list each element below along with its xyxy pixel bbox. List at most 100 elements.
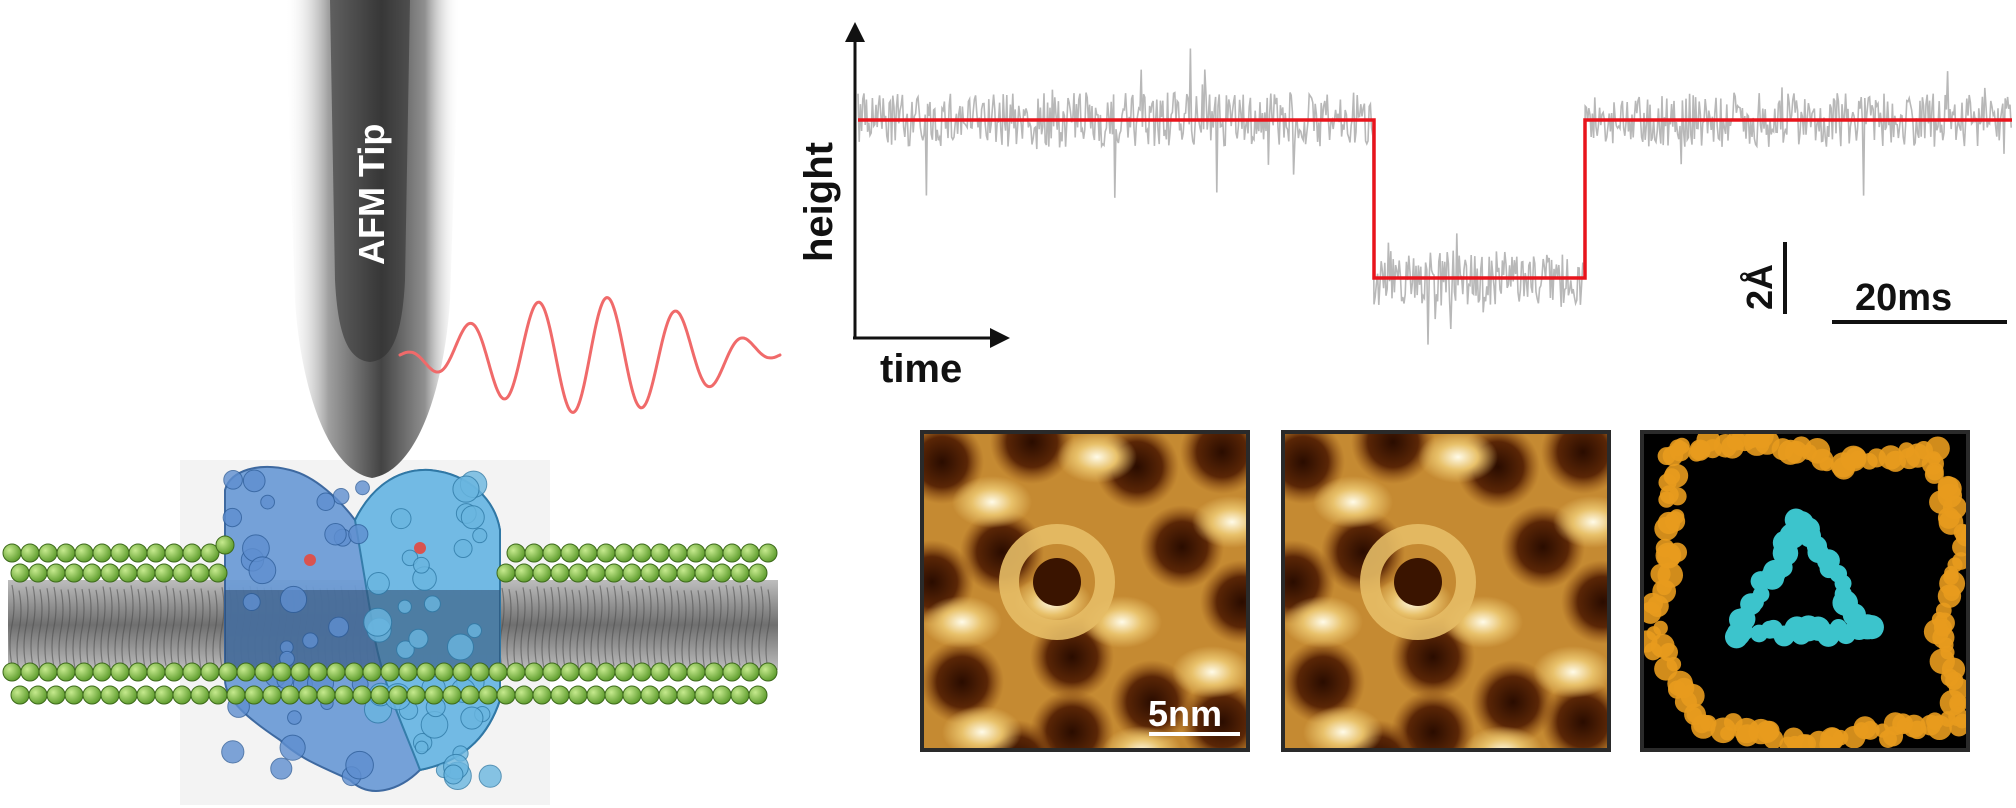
lipid-head — [686, 662, 706, 682]
lipid-head — [604, 685, 624, 705]
lipid-head — [110, 662, 130, 682]
lipid-head — [64, 563, 84, 583]
lipid-head — [712, 685, 732, 705]
lipid-head — [712, 563, 732, 583]
lipid-head — [38, 662, 58, 682]
lipid-head — [92, 662, 112, 682]
lipid-head — [568, 563, 588, 583]
lipid-head — [730, 563, 750, 583]
lipid-head — [488, 662, 508, 682]
lipid-head — [586, 685, 606, 705]
height-scale-label: 2Å — [1739, 264, 1780, 310]
afm-image-2 — [1281, 430, 1611, 752]
lipid-head — [758, 662, 778, 682]
lipid-head — [344, 662, 364, 682]
lipid-head — [442, 685, 462, 705]
lipid-head — [136, 685, 156, 705]
lipid-head — [2, 662, 22, 682]
lipid-head — [56, 543, 76, 563]
lipid-head — [676, 685, 696, 705]
membrane-illustration — [2, 460, 778, 805]
protein-ligand-b — [414, 542, 426, 554]
lipid-head — [622, 685, 642, 705]
lipid-head — [164, 662, 184, 682]
lipid-head — [218, 662, 238, 682]
lipid-head — [524, 662, 544, 682]
lipid-head — [38, 543, 58, 563]
lipid-head — [424, 685, 444, 705]
lipid-head — [506, 543, 526, 563]
lipid-head — [20, 543, 40, 563]
lipid-head — [406, 685, 426, 705]
lipid-head — [74, 662, 94, 682]
lipid-head — [154, 563, 174, 583]
lipid-head — [46, 563, 66, 583]
lipid-head — [622, 563, 642, 583]
lipid-head — [514, 685, 534, 705]
lipid-head — [668, 662, 688, 682]
lipid-head — [56, 662, 76, 682]
lipid-head — [308, 662, 328, 682]
lipid-head — [632, 662, 652, 682]
afm-tip-label: AFM Tip — [351, 124, 392, 265]
lipid-head — [208, 685, 228, 705]
lipid-head — [416, 662, 436, 682]
raw-height-trace — [857, 48, 2012, 345]
lipid-head — [452, 662, 472, 682]
lipid-head — [550, 685, 570, 705]
lipid-head — [28, 563, 48, 583]
structural-model-image — [1640, 430, 1970, 752]
lipid-head — [748, 563, 768, 583]
lipid-head — [550, 563, 570, 583]
lipid-head — [146, 662, 166, 682]
lipid-head — [532, 685, 552, 705]
lipid-head — [208, 563, 228, 583]
lipid-head — [326, 662, 346, 682]
lipid-head — [496, 563, 516, 583]
lipid-head — [190, 563, 210, 583]
lipid-head — [640, 685, 660, 705]
lipid-head — [334, 685, 354, 705]
afm-scale-label: 5nm — [1148, 693, 1222, 734]
lipid-head — [370, 685, 390, 705]
lipid-head — [542, 543, 562, 563]
lipid-head — [200, 662, 220, 682]
lipid-head — [676, 563, 696, 583]
lipid-head — [128, 662, 148, 682]
lipid-head — [434, 662, 454, 682]
lipid-head — [686, 543, 706, 563]
lipid-head-upper-leaflet — [2, 535, 778, 583]
lipid-head — [2, 543, 22, 563]
tip-oscillation-wave — [398, 296, 782, 414]
lipid-head — [560, 662, 580, 682]
lipid-head — [568, 685, 588, 705]
lipid-head — [136, 563, 156, 583]
lipid-head — [704, 543, 724, 563]
lipid-head — [244, 685, 264, 705]
lipid-head — [118, 685, 138, 705]
lipid-head — [64, 685, 84, 705]
lipid-head — [722, 662, 742, 682]
lipid-head — [215, 535, 235, 555]
lipid-head — [164, 543, 184, 563]
afm-tip-core — [330, 0, 410, 362]
lipid-head — [596, 543, 616, 563]
lipid-head — [254, 662, 274, 682]
lipid-head — [506, 662, 526, 682]
lipid-head — [46, 685, 66, 705]
lipid-head — [460, 685, 480, 705]
lipid-head — [532, 563, 552, 583]
lipid-head — [82, 563, 102, 583]
lipid-head — [614, 543, 634, 563]
lipid-head — [650, 662, 670, 682]
lipid-head — [658, 685, 678, 705]
lipid-head — [128, 543, 148, 563]
lipid-head — [758, 543, 778, 563]
lipid-head — [722, 543, 742, 563]
lipid-head — [190, 685, 210, 705]
fitted-step-trace — [858, 118, 2012, 280]
lipid-head — [362, 662, 382, 682]
lipid-head — [740, 543, 760, 563]
lipid-head — [560, 543, 580, 563]
